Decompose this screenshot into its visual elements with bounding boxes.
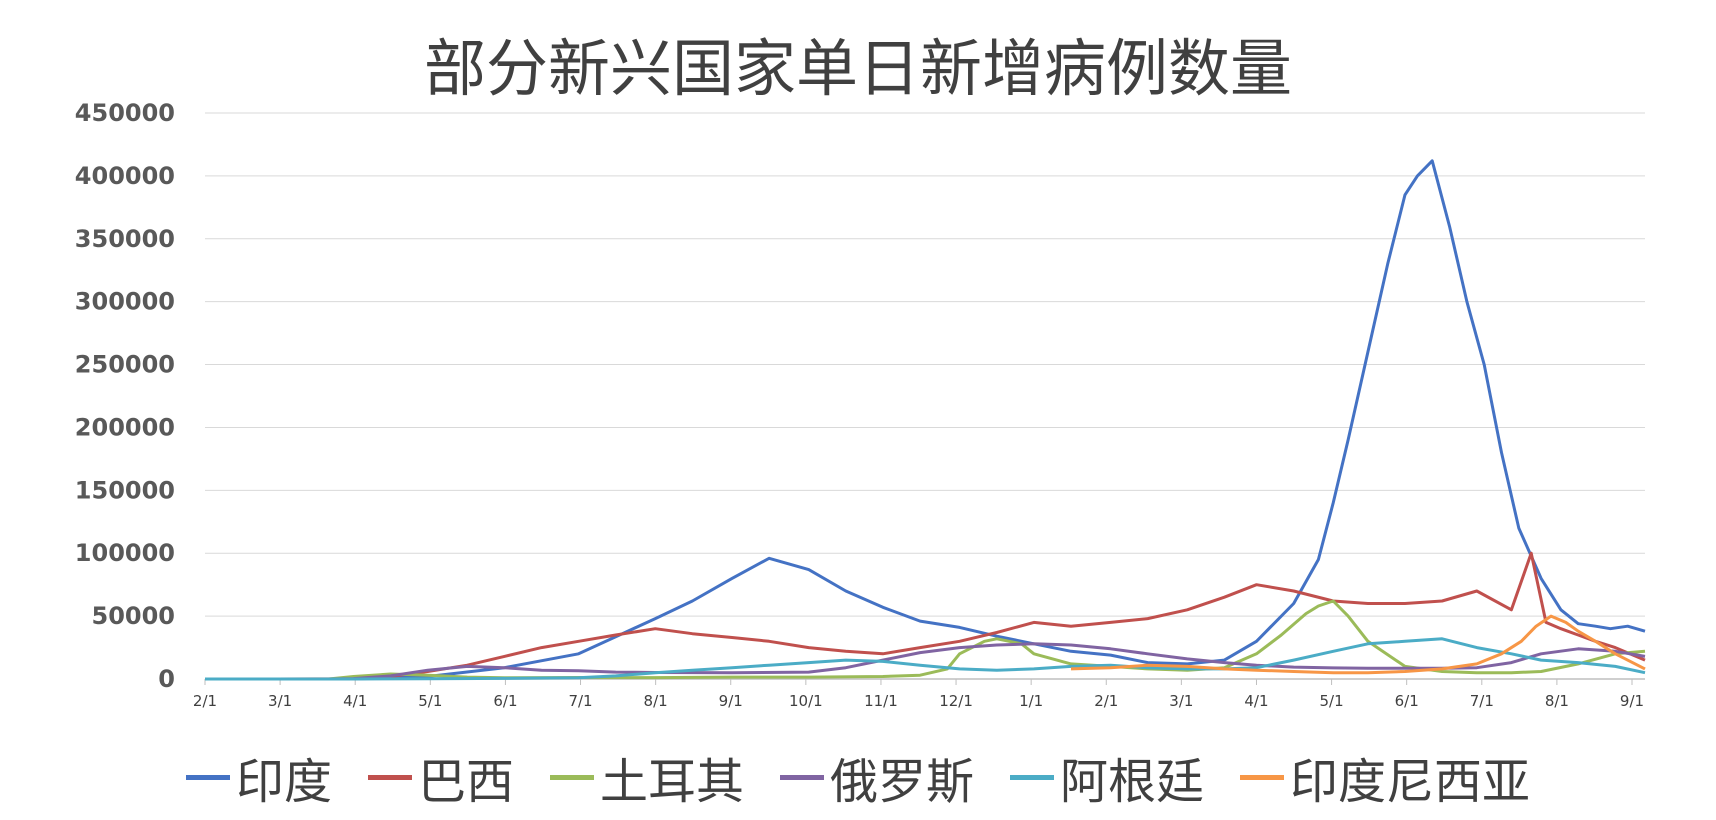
x-tick-label: 1/1 (1019, 692, 1043, 710)
y-tick-label: 200000 (75, 413, 175, 441)
chart-area: 0 50000 100000 150000 200000 250000 300000 3500… (75, 99, 1646, 710)
chart-title: 部分新兴国家单日新增病例数量 (423, 32, 1292, 105)
series-line-0 (205, 159, 1646, 681)
x-tick-label: 7/1 (1470, 692, 1494, 710)
gridlines (205, 112, 1645, 680)
y-tick-label: 0 (158, 665, 175, 693)
x-tick-label: 2/1 (193, 692, 217, 710)
legend-swatch (185, 774, 230, 780)
x-tick-label: 5/1 (1320, 692, 1344, 710)
x-tick-label: 3/1 (1169, 692, 1193, 710)
y-tick-label: 50000 (92, 602, 176, 630)
x-tick-label: 5/1 (418, 692, 442, 710)
series-lines (205, 159, 1646, 681)
y-tick-label: 100000 (75, 539, 175, 567)
legend-label: 俄罗斯 (830, 754, 975, 810)
legend-swatch (1010, 774, 1055, 780)
x-tick-label: 4/1 (1244, 692, 1268, 710)
x-tick-label: 6/1 (1395, 692, 1419, 710)
series-line-5 (1070, 614, 1646, 675)
x-tick-label: 7/1 (568, 692, 592, 710)
x-tick-label: 4/1 (343, 692, 367, 710)
legend-label: 阿根廷 (1060, 754, 1205, 810)
y-axis-ticks: 0 50000 100000 150000 200000 250000 300000 3500… (75, 99, 175, 693)
y-tick-label: 150000 (75, 476, 175, 504)
legend-item-1: 巴西 (367, 742, 514, 812)
x-tick-label: 9/1 (719, 692, 743, 710)
legend-item-2: 土耳其 (549, 742, 744, 812)
legend-swatch (367, 774, 412, 780)
y-tick-label: 400000 (75, 162, 175, 190)
x-tick-label: 2/1 (1094, 692, 1118, 710)
legend-swatch (1240, 774, 1285, 780)
y-tick-label: 250000 (75, 351, 175, 379)
legend-label: 土耳其 (599, 754, 744, 810)
legend-item-3: 俄罗斯 (780, 742, 974, 812)
x-tick-label: 8/1 (1545, 692, 1569, 710)
legend-swatch (549, 774, 594, 780)
x-tick-label: 3/1 (268, 692, 292, 710)
x-tick-label: 10/1 (789, 692, 823, 710)
legend-label: 巴西 (417, 754, 514, 810)
x-tick-label: 6/1 (493, 692, 517, 710)
series-line-1 (205, 551, 1646, 681)
legend-swatch (780, 774, 824, 780)
series-line-4 (205, 637, 1646, 681)
x-tick-label: 8/1 (644, 692, 668, 710)
x-tick-label: 12/1 (939, 692, 973, 710)
legend-item-0: 印度 (185, 742, 332, 812)
x-axis-ticks: 2/1 3/1 4/1 5/1 6/1 7/1 8/1 9/1 10/1 11/1 12/1 1/1 2… (193, 679, 1644, 710)
legend-label: 印度尼西亚 (1290, 754, 1531, 810)
legend: 印度 巴西 土耳其 俄罗斯 阿根廷 印度尼西亚 (0, 742, 1716, 812)
legend-item-5: 印度尼西亚 (1240, 742, 1530, 812)
legend-label: 印度 (235, 754, 332, 810)
x-tick-label: 9/1 (1620, 692, 1644, 710)
legend-item-4: 阿根廷 (1010, 742, 1204, 812)
x-tick-label: 11/1 (864, 692, 898, 710)
y-tick-label: 450000 (75, 99, 175, 127)
y-tick-label: 350000 (75, 225, 175, 253)
y-tick-label: 300000 (75, 288, 175, 316)
